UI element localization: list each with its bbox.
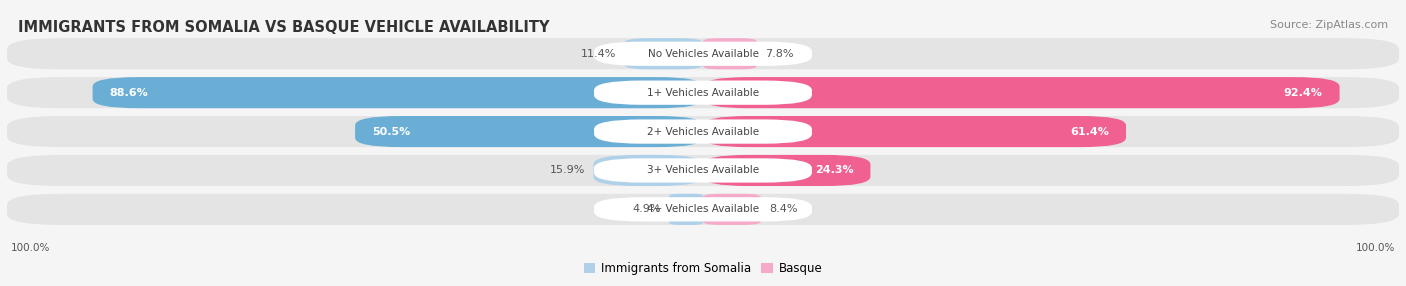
Text: 11.4%: 11.4% [581,49,616,59]
Text: 15.9%: 15.9% [550,166,585,175]
Text: Source: ZipAtlas.com: Source: ZipAtlas.com [1270,20,1388,30]
Text: 8.4%: 8.4% [769,204,797,214]
Text: 61.4%: 61.4% [1070,127,1109,136]
Text: 50.5%: 50.5% [373,127,411,136]
Text: IMMIGRANTS FROM SOMALIA VS BASQUE VEHICLE AVAILABILITY: IMMIGRANTS FROM SOMALIA VS BASQUE VEHICL… [18,20,550,35]
Text: 100.0%: 100.0% [1355,243,1395,253]
Text: 24.3%: 24.3% [815,166,853,175]
Text: No Vehicles Available: No Vehicles Available [648,49,758,59]
Text: 7.8%: 7.8% [765,49,793,59]
Text: 2+ Vehicles Available: 2+ Vehicles Available [647,127,759,136]
Text: 1+ Vehicles Available: 1+ Vehicles Available [647,88,759,98]
Text: 4.9%: 4.9% [633,204,661,214]
Text: 3+ Vehicles Available: 3+ Vehicles Available [647,166,759,175]
Text: 92.4%: 92.4% [1284,88,1323,98]
Legend: Immigrants from Somalia, Basque: Immigrants from Somalia, Basque [579,258,827,280]
Text: 4+ Vehicles Available: 4+ Vehicles Available [647,204,759,214]
Text: 100.0%: 100.0% [11,243,51,253]
Text: 88.6%: 88.6% [110,88,148,98]
